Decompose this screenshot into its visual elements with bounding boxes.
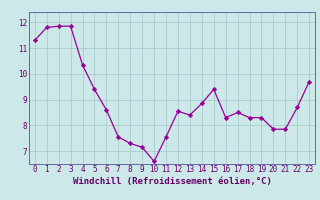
- X-axis label: Windchill (Refroidissement éolien,°C): Windchill (Refroidissement éolien,°C): [73, 177, 271, 186]
